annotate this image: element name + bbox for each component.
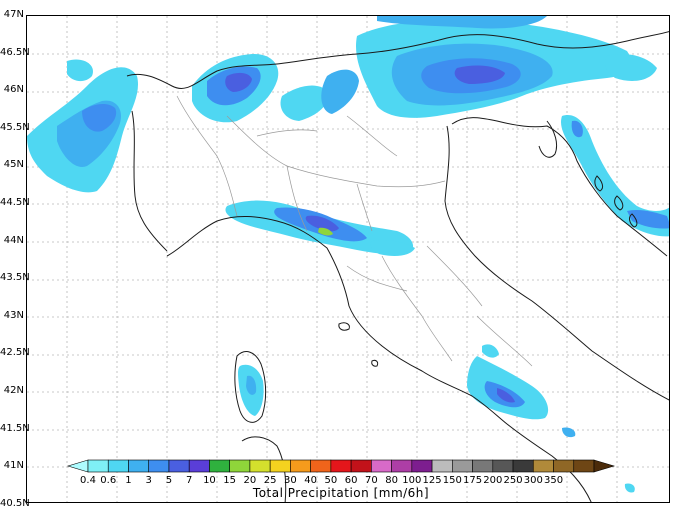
latitude-label: 45.5N (0, 121, 30, 133)
precip-area-alps-east-2 (321, 69, 359, 114)
colorbar-tick-label: 80 (385, 475, 398, 486)
latitude-label: 47N (3, 9, 24, 20)
colorbar-bin (209, 459, 230, 473)
precip-area-apennines-max (318, 227, 333, 236)
colorbar-bin (249, 459, 271, 473)
colorbar-bin (553, 459, 575, 473)
colorbar-bin (350, 459, 372, 473)
colorbar-tick-label: 5 (165, 475, 173, 486)
colorbar-legend: 0.4 0.6 1 3 5 7 10 15 20 25 30 40 50 60 70 80 100 125 150 1… (66, 458, 616, 500)
colorbar-bin (269, 459, 291, 473)
precip-area-north-top (377, 16, 547, 29)
colorbar-tick-label: 50 (324, 475, 338, 486)
colorbar-tick-label: 0.6 (100, 475, 117, 486)
precip-area-south-3 (562, 427, 576, 438)
latitude-label: 46.5N (0, 46, 30, 58)
colorbar-tick-label: 1 (125, 475, 132, 486)
colorbar-over-arrow (593, 459, 616, 473)
latitude-label: 42.5N (0, 347, 30, 359)
latitude-label: 44N (3, 234, 24, 246)
colorbar-tick-label: 3 (145, 475, 152, 486)
colorbar-bin (128, 459, 150, 473)
precip-area-croatia-north (571, 120, 583, 138)
precip-area-nw-blob (67, 59, 93, 82)
precip-area-bottom-right (624, 483, 635, 493)
coastline (126, 31, 669, 502)
precip-area-central-alps-heavy (225, 72, 252, 92)
precip-area-south-2 (482, 344, 499, 358)
colorbar-bin (431, 459, 453, 473)
colorbar-bin (452, 459, 473, 473)
precipitation-field (27, 16, 669, 493)
colorbar-bin (168, 459, 190, 473)
precip-area-apennines-east (370, 239, 415, 256)
latitude-label: 43.5N (0, 272, 30, 284)
colorbar-bin (532, 459, 554, 473)
colorbar-tick-label: 60 (344, 475, 358, 486)
precip-area-apennines-heavy (305, 215, 339, 232)
colorbar-bin (371, 459, 392, 473)
colorbar-bin (229, 459, 251, 473)
colorbar-tick-label: 40 (304, 475, 317, 486)
colorbar-bin (310, 459, 332, 473)
latitude-label: 41N (3, 460, 24, 472)
colorbar-tick-label: 30 (284, 475, 297, 486)
colorbar-bin (512, 459, 534, 473)
colorbar-tick-label: 150 (442, 475, 462, 486)
colorbar-bin (188, 459, 210, 473)
colorbar-bin (148, 459, 170, 473)
colorbar-bin (107, 459, 129, 473)
colorbar-bin (492, 459, 514, 473)
precip-area-croatia (561, 115, 669, 237)
colorbar-tick-label: 250 (503, 475, 523, 486)
colorbar-tick-label: 7 (186, 475, 193, 486)
latitude-label: 46N (3, 84, 24, 96)
precip-area-west-strong (82, 104, 117, 132)
latitude-label: 44.5N (0, 197, 30, 208)
colorbar-tick-label: 25 (263, 475, 277, 486)
colorbar-tick-label: 125 (422, 475, 442, 486)
latitude-label: 42N (3, 385, 24, 396)
colorbar-tick-label: 70 (364, 475, 378, 486)
regional-borders (176, 95, 533, 367)
colorbar-tick-label: 175 (463, 475, 483, 486)
precip-area-far-east (604, 54, 657, 81)
colorbar-tick-label: 350 (543, 475, 564, 486)
colorbar-title: Total Precipitation [mm/6h] (252, 486, 430, 500)
colorbar-bin (411, 459, 433, 473)
colorbar-tick-label: 200 (483, 475, 503, 486)
precip-area-corsica-core (246, 375, 257, 395)
colorbar (66, 459, 616, 473)
colorbar-bin (330, 459, 352, 473)
colorbar-bin (290, 459, 311, 473)
colorbar-tick-label: 100 (402, 475, 422, 486)
latitude-label: 43N (3, 309, 24, 321)
colorbar-tick-label: 15 (223, 475, 237, 486)
latitude-label: 40.5N (0, 497, 30, 509)
latitude-label: 41.5N (0, 422, 30, 434)
colorbar-tick-label: 0.4 (80, 475, 96, 486)
latitude-label: 45N (3, 159, 24, 171)
precip-area-south (467, 356, 549, 420)
colorbar-under-arrow (66, 459, 89, 473)
colorbar-bin (472, 459, 494, 473)
colorbar-tick-label: 10 (203, 475, 216, 486)
map-panel (26, 15, 670, 503)
colorbar-tick-label: 300 (523, 475, 543, 486)
colorbar-bin (391, 459, 413, 473)
precip-area-croatia-strong (627, 209, 669, 229)
precip-area-northeast-heavy (454, 65, 505, 84)
precip-area-south-heavy (497, 388, 515, 403)
precipitation-map (27, 16, 669, 502)
colorbar-bin (573, 459, 595, 473)
precip-area-alps-east (280, 85, 328, 121)
colorbar-tick-label: 20 (243, 475, 257, 486)
colorbar-bin (87, 459, 109, 473)
